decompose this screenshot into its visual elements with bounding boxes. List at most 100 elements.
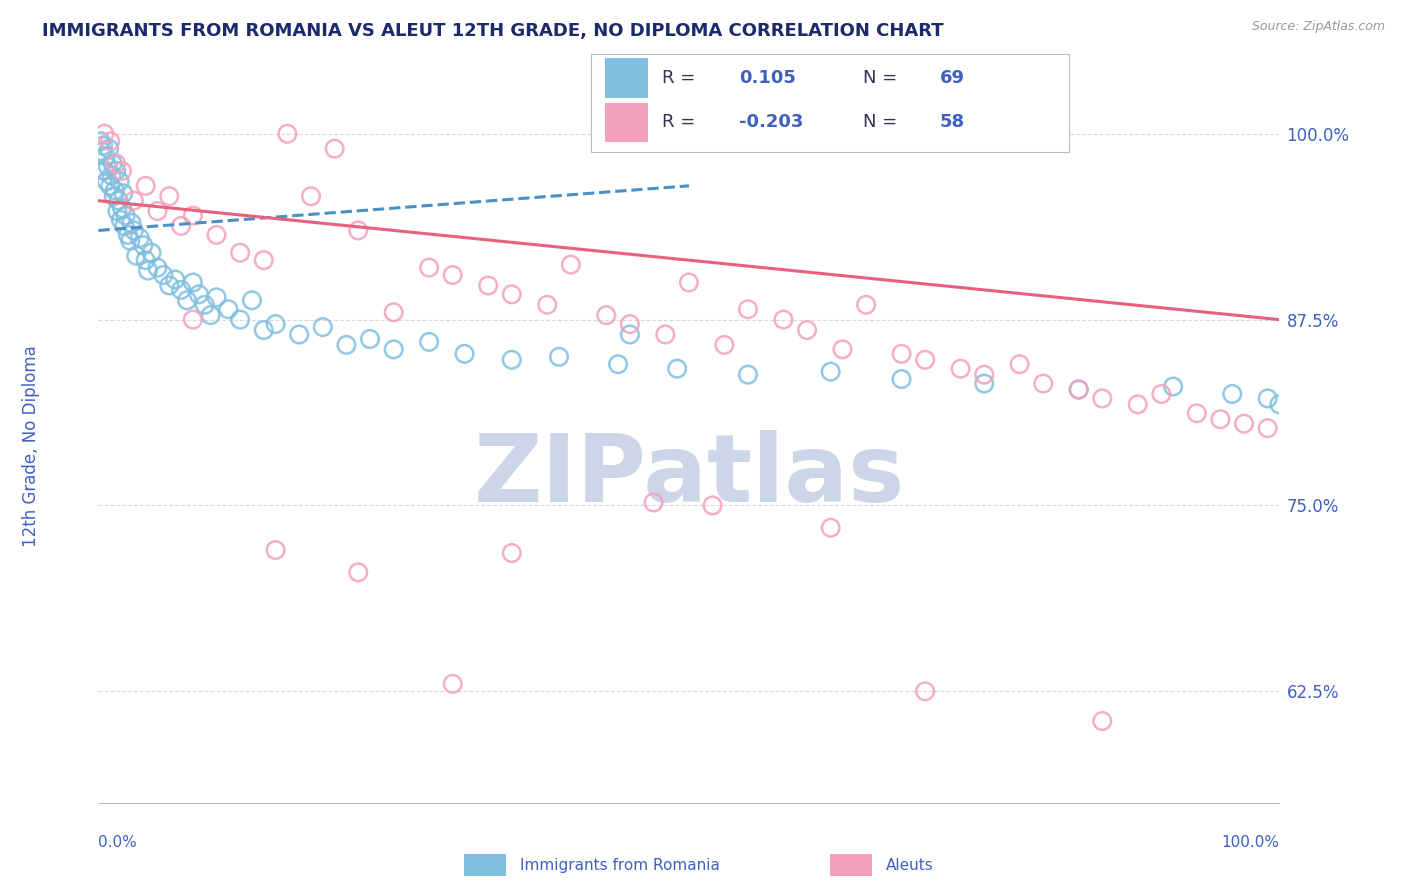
Point xyxy=(1126,397,1149,411)
Text: 100.0%: 100.0% xyxy=(1222,836,1279,850)
Point xyxy=(323,142,346,156)
Point xyxy=(441,677,464,691)
Point xyxy=(229,245,252,260)
Point xyxy=(1067,383,1090,397)
Text: 58: 58 xyxy=(939,113,965,131)
Point xyxy=(157,278,180,293)
Point xyxy=(194,298,217,312)
Point xyxy=(122,223,145,237)
Point xyxy=(205,290,228,304)
Point xyxy=(128,231,150,245)
Point xyxy=(820,365,842,379)
Point xyxy=(135,178,157,193)
Point xyxy=(107,194,129,208)
Text: Immigrants from Romania: Immigrants from Romania xyxy=(520,858,720,872)
Point xyxy=(772,312,794,326)
Point xyxy=(112,186,135,201)
Point xyxy=(276,127,298,141)
Point xyxy=(229,312,252,326)
Point xyxy=(98,178,121,193)
Point xyxy=(170,219,193,233)
Point xyxy=(253,253,276,268)
Point xyxy=(973,376,995,391)
Text: R =: R = xyxy=(662,69,696,87)
Point xyxy=(146,260,169,275)
Point xyxy=(170,283,193,297)
Point xyxy=(125,249,148,263)
Point xyxy=(93,164,115,178)
Point xyxy=(678,276,700,290)
Point xyxy=(382,343,405,357)
Point xyxy=(619,327,641,342)
Point xyxy=(973,368,995,382)
Point xyxy=(855,298,877,312)
Point xyxy=(418,260,440,275)
Point xyxy=(1091,714,1114,728)
Point xyxy=(97,160,120,174)
Point xyxy=(136,263,159,277)
Text: Aleuts: Aleuts xyxy=(886,858,934,872)
Bar xyxy=(464,855,506,876)
Point xyxy=(1150,387,1173,401)
Point xyxy=(111,201,134,215)
Point xyxy=(1008,357,1031,371)
Point xyxy=(105,156,128,170)
Text: N =: N = xyxy=(863,113,897,131)
Point xyxy=(796,323,818,337)
Point xyxy=(100,169,122,183)
Point xyxy=(181,276,204,290)
Bar xyxy=(605,103,648,142)
Point xyxy=(1032,376,1054,391)
Point xyxy=(453,347,475,361)
Point xyxy=(264,317,287,331)
Point xyxy=(654,327,676,342)
Point xyxy=(737,302,759,317)
Point xyxy=(121,216,143,230)
Bar xyxy=(830,855,872,876)
Point xyxy=(187,287,209,301)
Point xyxy=(132,238,155,252)
Text: IMMIGRANTS FROM ROMANIA VS ALEUT 12TH GRADE, NO DIPLOMA CORRELATION CHART: IMMIGRANTS FROM ROMANIA VS ALEUT 12TH GR… xyxy=(42,22,943,40)
Point xyxy=(165,272,187,286)
Text: R =: R = xyxy=(662,113,696,131)
Point xyxy=(1209,412,1232,426)
Point xyxy=(157,189,180,203)
Point xyxy=(91,145,114,159)
Point xyxy=(666,361,689,376)
Text: ZIPatlas: ZIPatlas xyxy=(474,430,904,522)
Point xyxy=(111,164,134,178)
Point xyxy=(176,293,198,308)
Point xyxy=(122,194,145,208)
Point xyxy=(548,350,571,364)
Point xyxy=(477,278,499,293)
Point xyxy=(359,332,381,346)
Point xyxy=(299,189,322,203)
Point xyxy=(607,357,630,371)
Point xyxy=(619,317,641,331)
Point xyxy=(536,298,558,312)
Point xyxy=(1067,383,1090,397)
Point xyxy=(117,227,139,242)
Point xyxy=(112,219,135,233)
Bar xyxy=(605,59,648,98)
Point xyxy=(288,327,311,342)
Point xyxy=(737,368,759,382)
Point xyxy=(441,268,464,282)
Point xyxy=(595,308,617,322)
Point xyxy=(200,308,222,322)
Text: -0.203: -0.203 xyxy=(738,113,803,131)
Point xyxy=(418,334,440,349)
Point xyxy=(1220,387,1243,401)
Text: 0.105: 0.105 xyxy=(738,69,796,87)
Point xyxy=(347,566,370,580)
Point xyxy=(98,142,121,156)
Point xyxy=(110,213,132,227)
Point xyxy=(1161,379,1184,393)
Point xyxy=(702,499,724,513)
Point xyxy=(1091,392,1114,406)
Point xyxy=(382,305,405,319)
Point xyxy=(104,183,127,197)
Point xyxy=(713,338,735,352)
Point xyxy=(181,312,204,326)
Point xyxy=(90,134,112,148)
